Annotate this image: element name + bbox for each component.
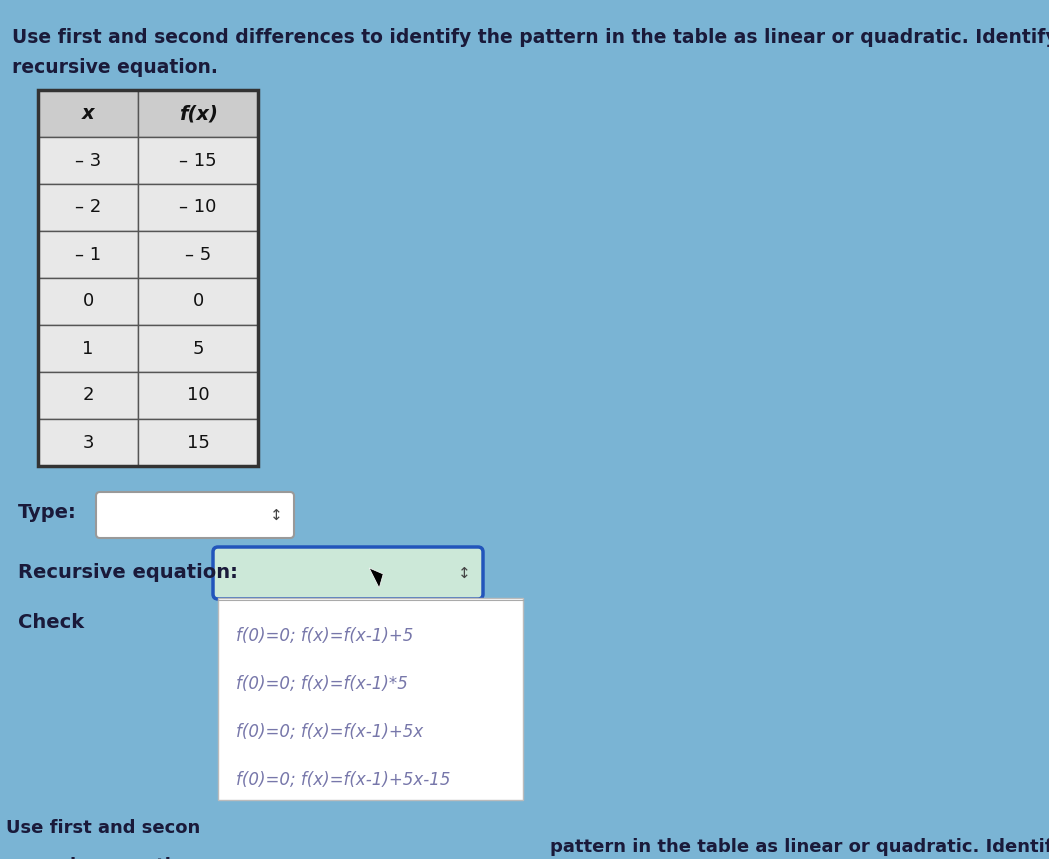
Polygon shape (369, 568, 383, 588)
Text: – 15: – 15 (179, 151, 217, 169)
Text: pattern in the table as linear or quadratic. Identify the: pattern in the table as linear or quadra… (550, 838, 1049, 856)
Bar (138, 372, 258, 419)
Bar (38, 325, 138, 372)
Text: – 5: – 5 (185, 246, 211, 264)
Text: Type:: Type: (18, 503, 77, 521)
Text: f(x): f(x) (178, 104, 217, 123)
Text: 1: 1 (82, 339, 93, 357)
Text: 15: 15 (187, 434, 210, 452)
Text: 0: 0 (83, 293, 93, 310)
Bar (138, 325, 258, 372)
Text: – 3: – 3 (74, 151, 101, 169)
Bar (38, 231, 138, 278)
Bar (38, 372, 138, 419)
Bar (38, 184, 138, 231)
Text: f(0)=0; f(x)=f(x-1)+5x: f(0)=0; f(x)=f(x-1)+5x (236, 723, 423, 741)
Bar (138, 184, 258, 231)
Text: – 10: – 10 (179, 198, 217, 216)
Text: recursive equation.: recursive equation. (12, 58, 218, 77)
Bar (38, 90, 138, 137)
FancyBboxPatch shape (213, 547, 483, 599)
Bar (38, 419, 138, 466)
Text: – 2: – 2 (74, 198, 101, 216)
Text: 0: 0 (192, 293, 204, 310)
Bar (38, 137, 138, 184)
Text: Use first and second differences to identify the pattern in the table as linear : Use first and second differences to iden… (12, 28, 1049, 47)
Text: 3: 3 (82, 434, 93, 452)
Text: 10: 10 (187, 387, 210, 405)
Text: 5: 5 (192, 339, 204, 357)
Bar (38, 278, 138, 325)
Text: Use first and secon: Use first and secon (6, 819, 200, 837)
Text: x: x (82, 104, 94, 123)
Bar (138, 419, 258, 466)
Text: Check: Check (18, 613, 84, 632)
Bar (138, 231, 258, 278)
Bar (38, 90, 258, 466)
FancyBboxPatch shape (97, 492, 294, 538)
Text: ↕: ↕ (457, 565, 470, 581)
Bar (218, 598, 523, 800)
Bar (138, 137, 258, 184)
Text: f(0)=0; f(x)=f(x-1)+5x-15: f(0)=0; f(x)=f(x-1)+5x-15 (236, 771, 450, 789)
Text: 2: 2 (82, 387, 93, 405)
Text: – 1: – 1 (74, 246, 101, 264)
Text: recursive equation: recursive equation (6, 857, 202, 859)
Text: ↕: ↕ (270, 508, 282, 522)
Text: f(0)=0; f(x)=f(x-1)+5: f(0)=0; f(x)=f(x-1)+5 (236, 627, 413, 645)
Bar (138, 278, 258, 325)
Text: f(0)=0; f(x)=f(x-1)*5: f(0)=0; f(x)=f(x-1)*5 (236, 675, 408, 693)
Text: Recursive equation:: Recursive equation: (18, 563, 238, 582)
Bar (138, 90, 258, 137)
